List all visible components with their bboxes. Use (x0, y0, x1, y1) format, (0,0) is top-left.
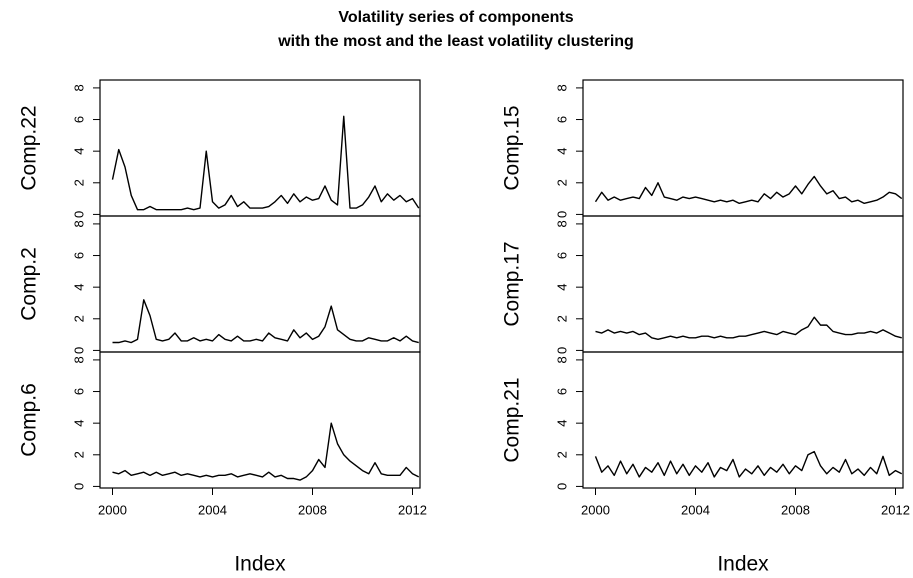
y-axis-label: Comp.2 (18, 247, 41, 321)
y-tick-label: 8 (554, 84, 569, 91)
x-tick-label: 2004 (198, 502, 227, 517)
y-tick-label: 2 (554, 179, 569, 186)
series-line (594, 450, 903, 478)
x-tick-label: 2012 (881, 502, 910, 517)
panel-frame (99, 79, 421, 217)
y-tick-label: 0 (554, 211, 569, 218)
x-tick-label: 2008 (298, 502, 327, 517)
y-tick-label: 8 (554, 356, 569, 363)
y-tick-label: 2 (71, 451, 86, 458)
y-tick-label: 0 (71, 211, 86, 218)
y-tick-label: 4 (71, 420, 86, 427)
x-tick-label: 2012 (398, 502, 427, 517)
y-tick-label: 4 (554, 284, 569, 291)
series-line (112, 299, 419, 344)
y-tick-label: 2 (554, 451, 569, 458)
y-tick-label: 0 (71, 347, 86, 354)
y-tick-label: 4 (71, 284, 86, 291)
series-line (111, 115, 420, 211)
panel-frame (99, 215, 421, 353)
y-tick-label: 4 (71, 148, 86, 155)
y-tick-label: 8 (71, 220, 86, 227)
series-line (594, 175, 903, 205)
y-tick-label: 0 (554, 483, 569, 490)
title-line: with the most and the least volatility c… (277, 33, 634, 50)
y-axis-label: Comp.17 (501, 241, 524, 326)
y-axis-label: Comp.6 (18, 383, 41, 457)
y-tick-label: 6 (554, 388, 569, 395)
y-tick-label: 4 (554, 148, 569, 155)
y-tick-label: 6 (554, 252, 569, 259)
y-tick-label: 8 (71, 84, 86, 91)
y-axis-label: Comp.22 (18, 105, 41, 190)
x-axis-label: Index (234, 553, 286, 576)
y-tick-label: 0 (554, 347, 569, 354)
y-tick-label: 8 (71, 356, 86, 363)
y-tick-label: 4 (554, 420, 569, 427)
y-tick-label: 6 (554, 116, 569, 123)
y-axis-label: Comp.15 (501, 105, 524, 190)
y-tick-label: 0 (71, 483, 86, 490)
y-tick-label: 6 (71, 388, 86, 395)
series-line (595, 316, 902, 341)
y-tick-label: 2 (554, 315, 569, 322)
y-tick-label: 2 (71, 179, 86, 186)
x-tick-label: 2000 (581, 502, 610, 517)
series-line (112, 422, 420, 481)
title-line: Volatility series of components (338, 9, 573, 26)
y-axis-label: Comp.21 (501, 377, 524, 462)
x-axis-label: Index (717, 553, 769, 576)
y-tick-label: 2 (71, 315, 86, 322)
x-tick-label: 2008 (781, 502, 810, 517)
panel-frame (582, 351, 904, 489)
panel-frame (582, 79, 904, 217)
x-tick-label: 2004 (681, 502, 710, 517)
panel-frame (99, 351, 421, 489)
y-tick-label: 8 (554, 220, 569, 227)
y-tick-label: 6 (71, 252, 86, 259)
x-tick-label: 2000 (98, 502, 127, 517)
y-tick-label: 6 (71, 116, 86, 123)
